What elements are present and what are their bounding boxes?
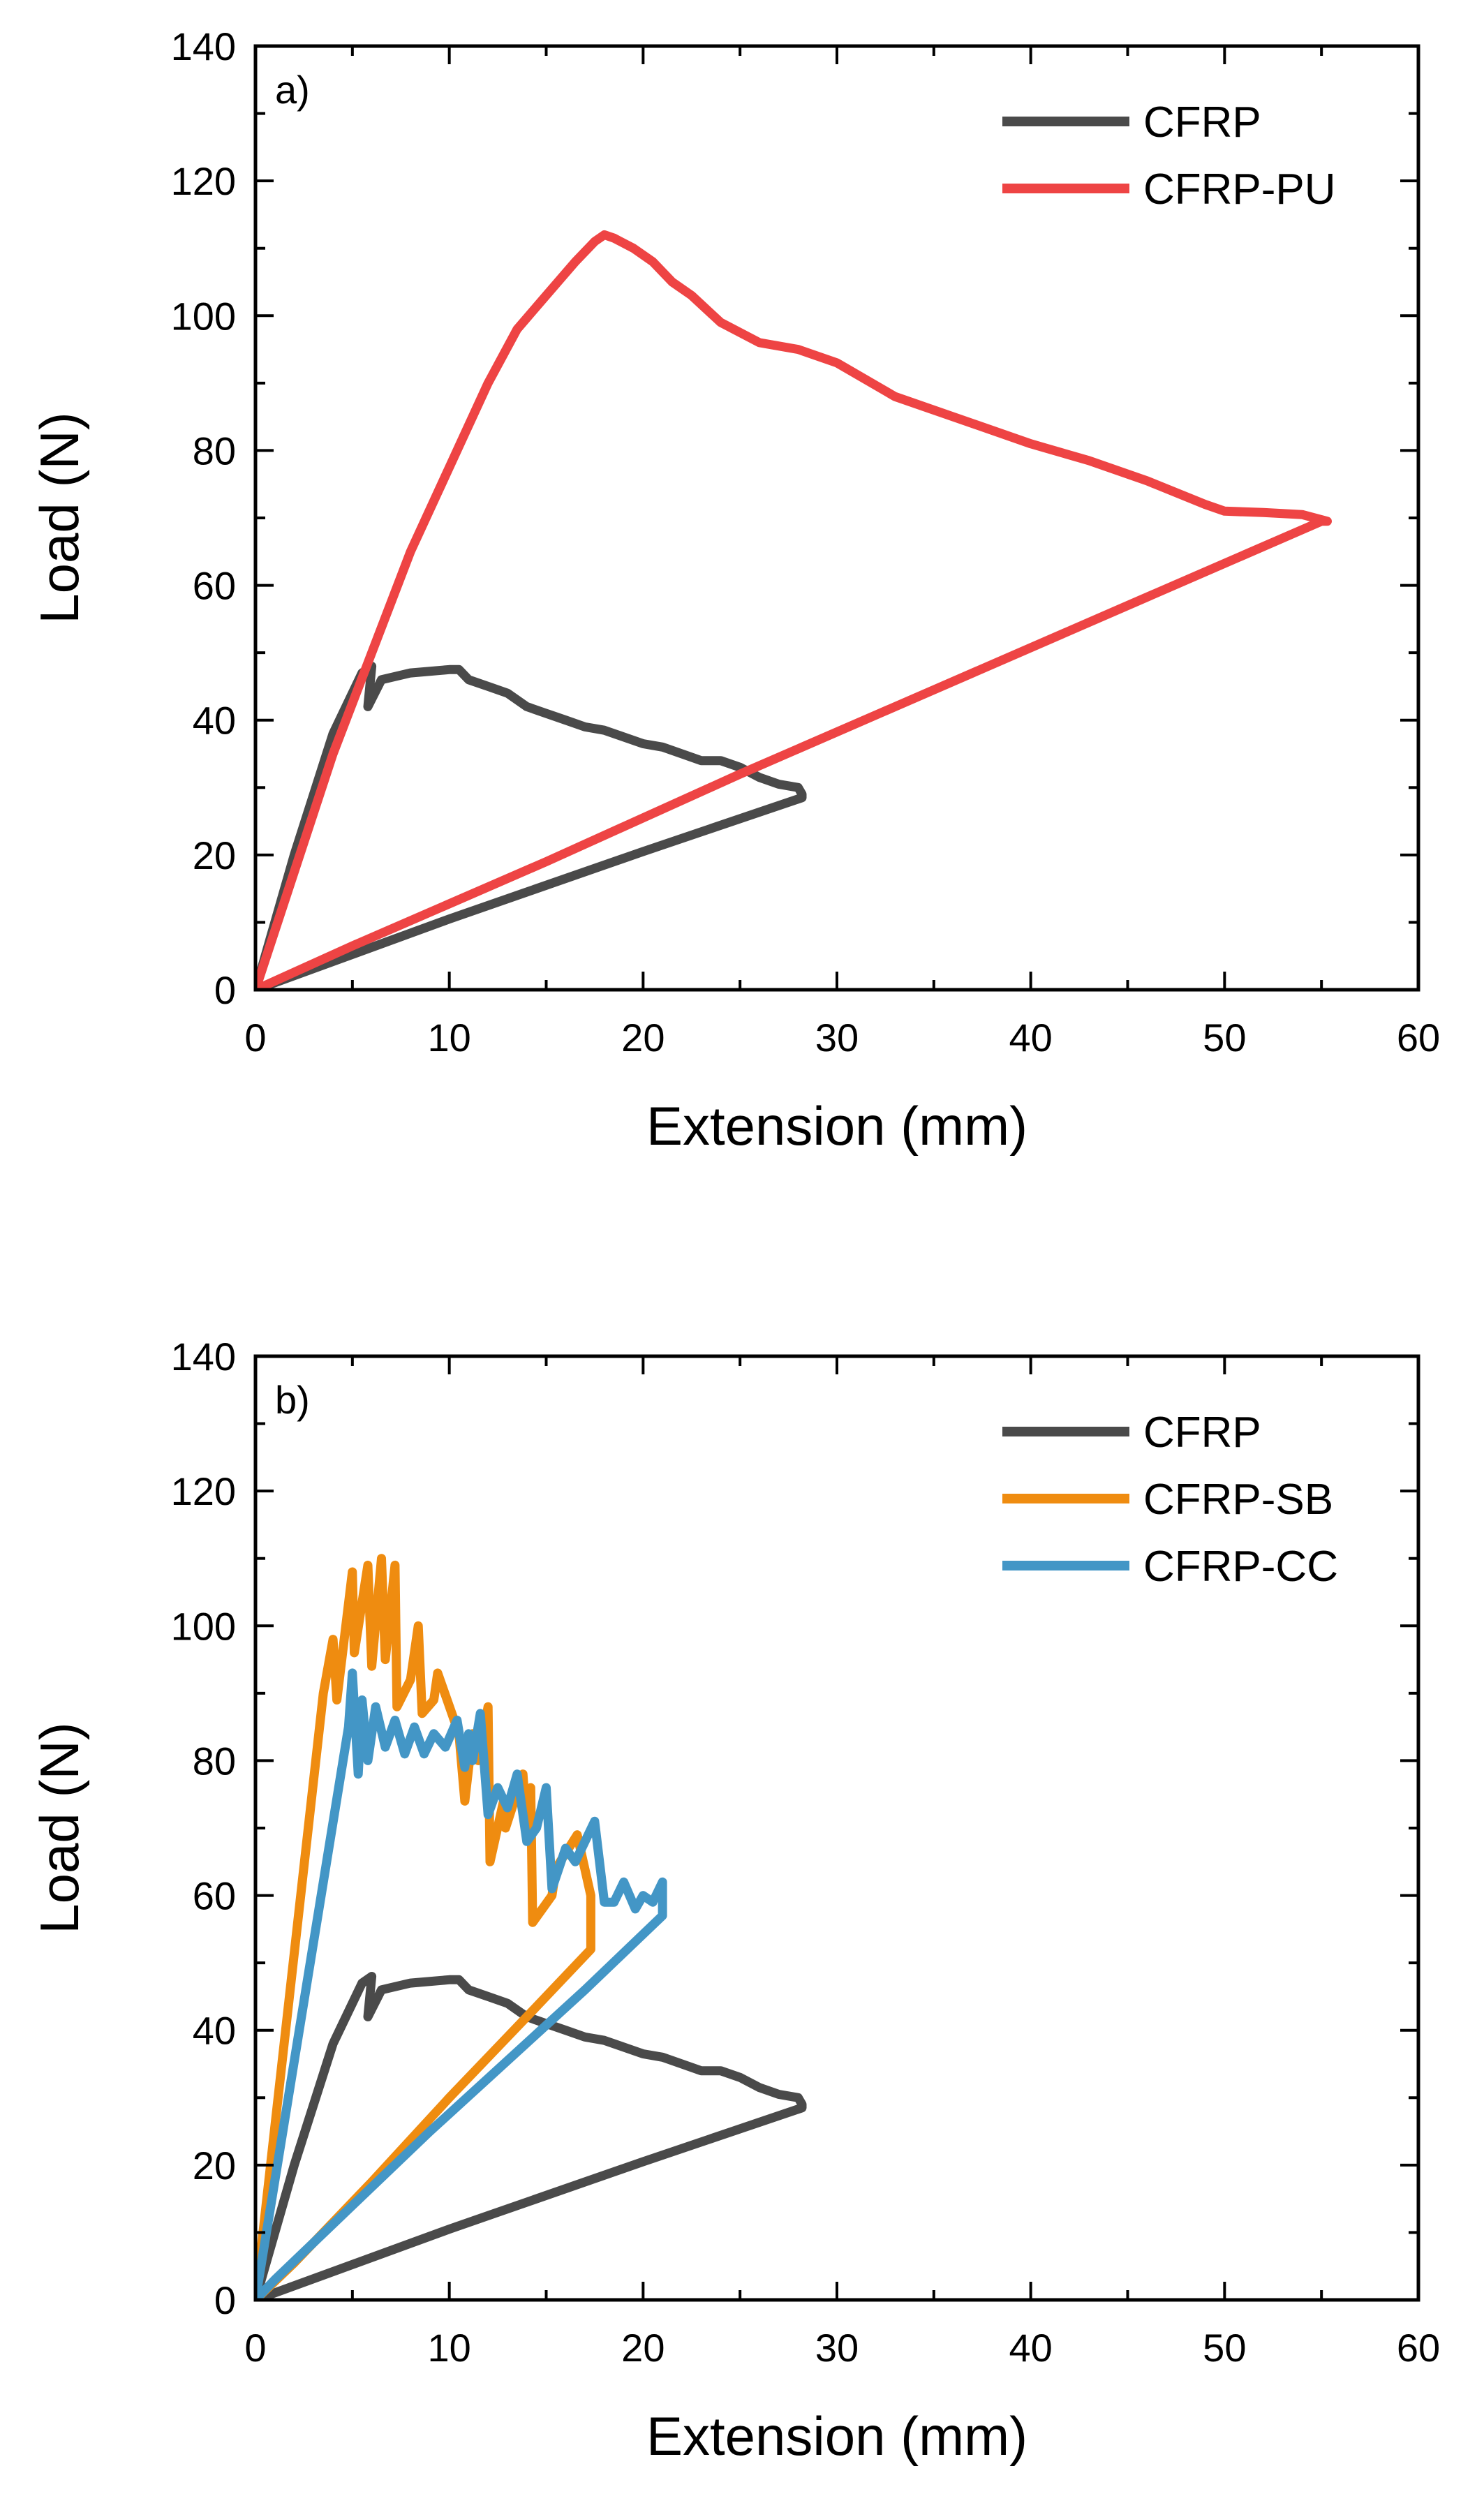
y-axis-title: Load (N) xyxy=(29,1722,90,1933)
series-line-cfrp-pu xyxy=(255,230,1332,990)
series-line-cfrp xyxy=(255,662,807,990)
y-tick-label: 40 xyxy=(193,699,236,743)
x-tick-label: 10 xyxy=(428,1016,471,1060)
x-tick-label: 0 xyxy=(244,2326,266,2370)
legend-label-cfrp-sb: CFRP-SB xyxy=(1143,1476,1333,1524)
plot-area xyxy=(255,1554,807,2300)
series-line-cfrp-cc xyxy=(255,1668,667,2300)
legend: CFRP CFRP-SB CFRP-CC xyxy=(1002,1409,1338,1591)
x-tick-label: 40 xyxy=(1009,2326,1053,2370)
panel-label: b) xyxy=(275,1378,310,1422)
y-tick-label: 80 xyxy=(193,1739,236,1783)
legend-label-cfrp: CFRP xyxy=(1143,98,1261,147)
chart-panel-a: 0 10 20 30 40 50 60 0 20 40 60 80 100 120 140 Extension… xyxy=(29,24,1440,1157)
y-tick-label: 100 xyxy=(171,294,236,338)
y-tick-label: 120 xyxy=(171,1469,236,1513)
x-tick-label: 30 xyxy=(815,1016,859,1060)
plot-area xyxy=(255,230,1332,990)
series-line-cfrp-sb xyxy=(255,1554,595,2300)
x-tick-label: 50 xyxy=(1203,2326,1246,2370)
x-tick-label: 20 xyxy=(621,1016,665,1060)
x-tick-label: 50 xyxy=(1203,1016,1246,1060)
legend: CFRP CFRP-PU xyxy=(1002,98,1336,214)
y-tick-label: 60 xyxy=(193,564,236,608)
legend-label-cfrp: CFRP xyxy=(1143,1409,1261,1457)
y-tick-label: 20 xyxy=(193,833,236,877)
legend-label-cfrp-pu: CFRP-PU xyxy=(1143,165,1336,214)
x-axis-title: Extension (mm) xyxy=(646,2405,1027,2467)
y-tick-label: 0 xyxy=(214,968,236,1012)
y-tick-label: 0 xyxy=(214,2278,236,2322)
y-tick-label: 20 xyxy=(193,2144,236,2188)
x-axis-title: Extension (mm) xyxy=(646,1095,1027,1157)
y-tick-label: 40 xyxy=(193,2009,236,2053)
x-tick-label: 0 xyxy=(244,1016,266,1060)
x-tick-label: 20 xyxy=(621,2326,665,2370)
x-tick-label: 60 xyxy=(1397,1016,1440,1060)
x-tick-label: 60 xyxy=(1397,2326,1440,2370)
chart-panel-b: 0 10 20 30 40 50 60 0 20 40 60 80 100 120 140 Extension… xyxy=(29,1335,1440,2467)
x-tick-label: 40 xyxy=(1009,1016,1053,1060)
y-tick-label: 140 xyxy=(171,24,236,68)
y-tick-label: 140 xyxy=(171,1335,236,1379)
series-line-cfrp xyxy=(255,1972,807,2300)
y-tick-label: 80 xyxy=(193,429,236,473)
x-tick-label: 10 xyxy=(428,2326,471,2370)
y-axis-title: Load (N) xyxy=(29,412,90,623)
panel-label: a) xyxy=(275,68,310,112)
legend-label-cfrp-cc: CFRP-CC xyxy=(1143,1543,1338,1591)
y-tick-label: 100 xyxy=(171,1604,236,1648)
y-tick-label: 60 xyxy=(193,1874,236,1918)
y-tick-label: 120 xyxy=(171,159,236,203)
x-tick-label: 30 xyxy=(815,2326,859,2370)
